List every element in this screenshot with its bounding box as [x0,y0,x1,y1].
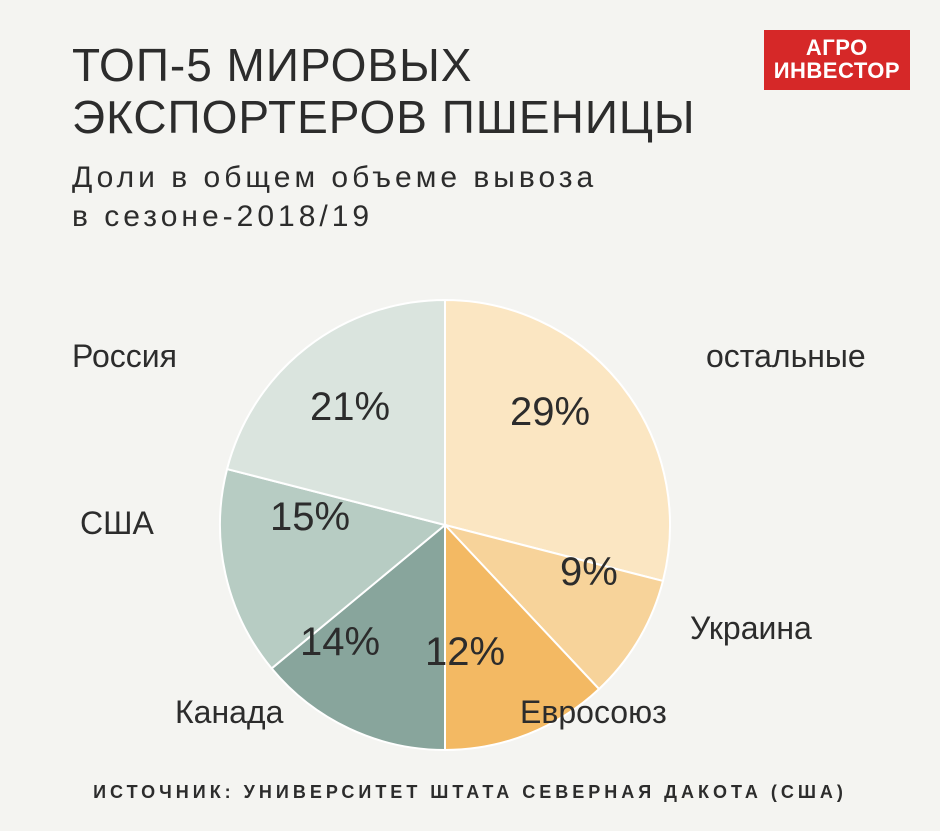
slice-percent: 15% [270,495,350,540]
logo-line1: АГРО [774,36,900,59]
logo-line2: ИНВЕСТОР [774,59,900,82]
slice-percent: 29% [510,390,590,435]
source-text: ИСТОЧНИК: УНИВЕРСИТЕТ ШТАТА СЕВЕРНАЯ ДАК… [0,782,940,803]
slice-percent: 14% [300,620,380,665]
slice-label: Россия [72,338,177,375]
slice-label: Евросоюз [520,694,667,731]
slice-percent: 9% [560,550,618,595]
slice-percent: 12% [425,630,505,675]
slice-label: США [80,505,154,542]
slice-label: Украина [690,610,812,647]
page-title: ТОП-5 МИРОВЫХЭКСПОРТЕРОВ ПШЕНИЦЫ [72,40,696,143]
slice-label: Канада [175,694,283,731]
brand-logo: АГРО ИНВЕСТОР [764,30,910,90]
page-subtitle: Доли в общем объеме вывозав сезоне-2018/… [72,158,597,236]
slice-label: остальные [706,338,866,375]
slice-percent: 21% [310,385,390,430]
